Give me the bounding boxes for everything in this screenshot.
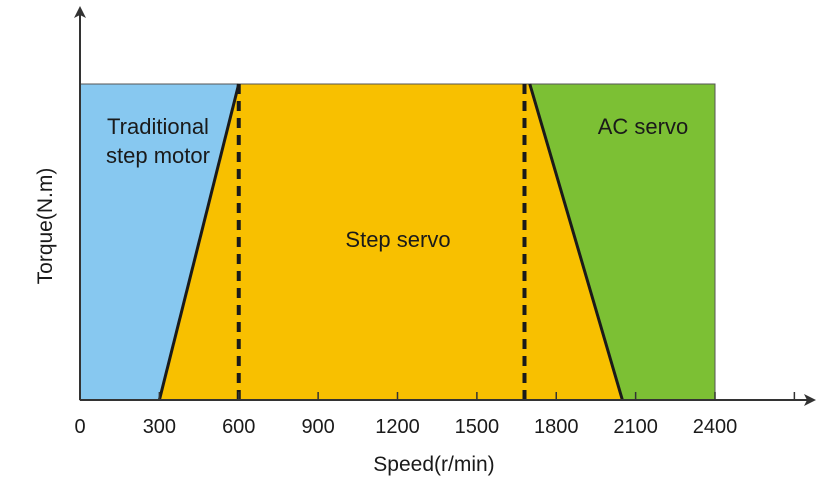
left-slope-line (157, 83, 241, 401)
x-tick-label-2400: 2400 (693, 416, 738, 438)
y-axis-label: Torque(N.m) (34, 168, 57, 285)
x-tick-label-2100: 2100 (613, 416, 658, 438)
x-tick-label-0: 0 (74, 416, 85, 438)
x-tick-label-1500: 1500 (455, 416, 500, 438)
boundary-lines-layer (157, 83, 624, 401)
regions-layer (79, 83, 716, 401)
label-ac-servo: AC servo (598, 114, 688, 139)
x-tick-label-900: 900 (301, 416, 334, 438)
x-tick-label-600: 600 (222, 416, 255, 438)
label-step-servo: Step servo (345, 227, 450, 252)
region-step-servo (159, 84, 623, 400)
x-tick-label-1200: 1200 (375, 416, 420, 438)
region-traditional-step-motor (80, 84, 239, 400)
region-labels-layer: Traditional step motor Step servo AC servo (106, 114, 688, 252)
region-ac-servo (529, 84, 715, 400)
x-axis-label: Speed(r/min) (373, 453, 494, 476)
x-ticks-layer: 0 300 600 900 1200 1500 1800 2100 2400 (74, 392, 796, 438)
label-traditional-step-motor: Traditional step motor (106, 114, 210, 168)
x-tick-label-300: 300 (143, 416, 176, 438)
right-slope-line (528, 83, 624, 401)
x-tick-label-1800: 1800 (534, 416, 579, 438)
